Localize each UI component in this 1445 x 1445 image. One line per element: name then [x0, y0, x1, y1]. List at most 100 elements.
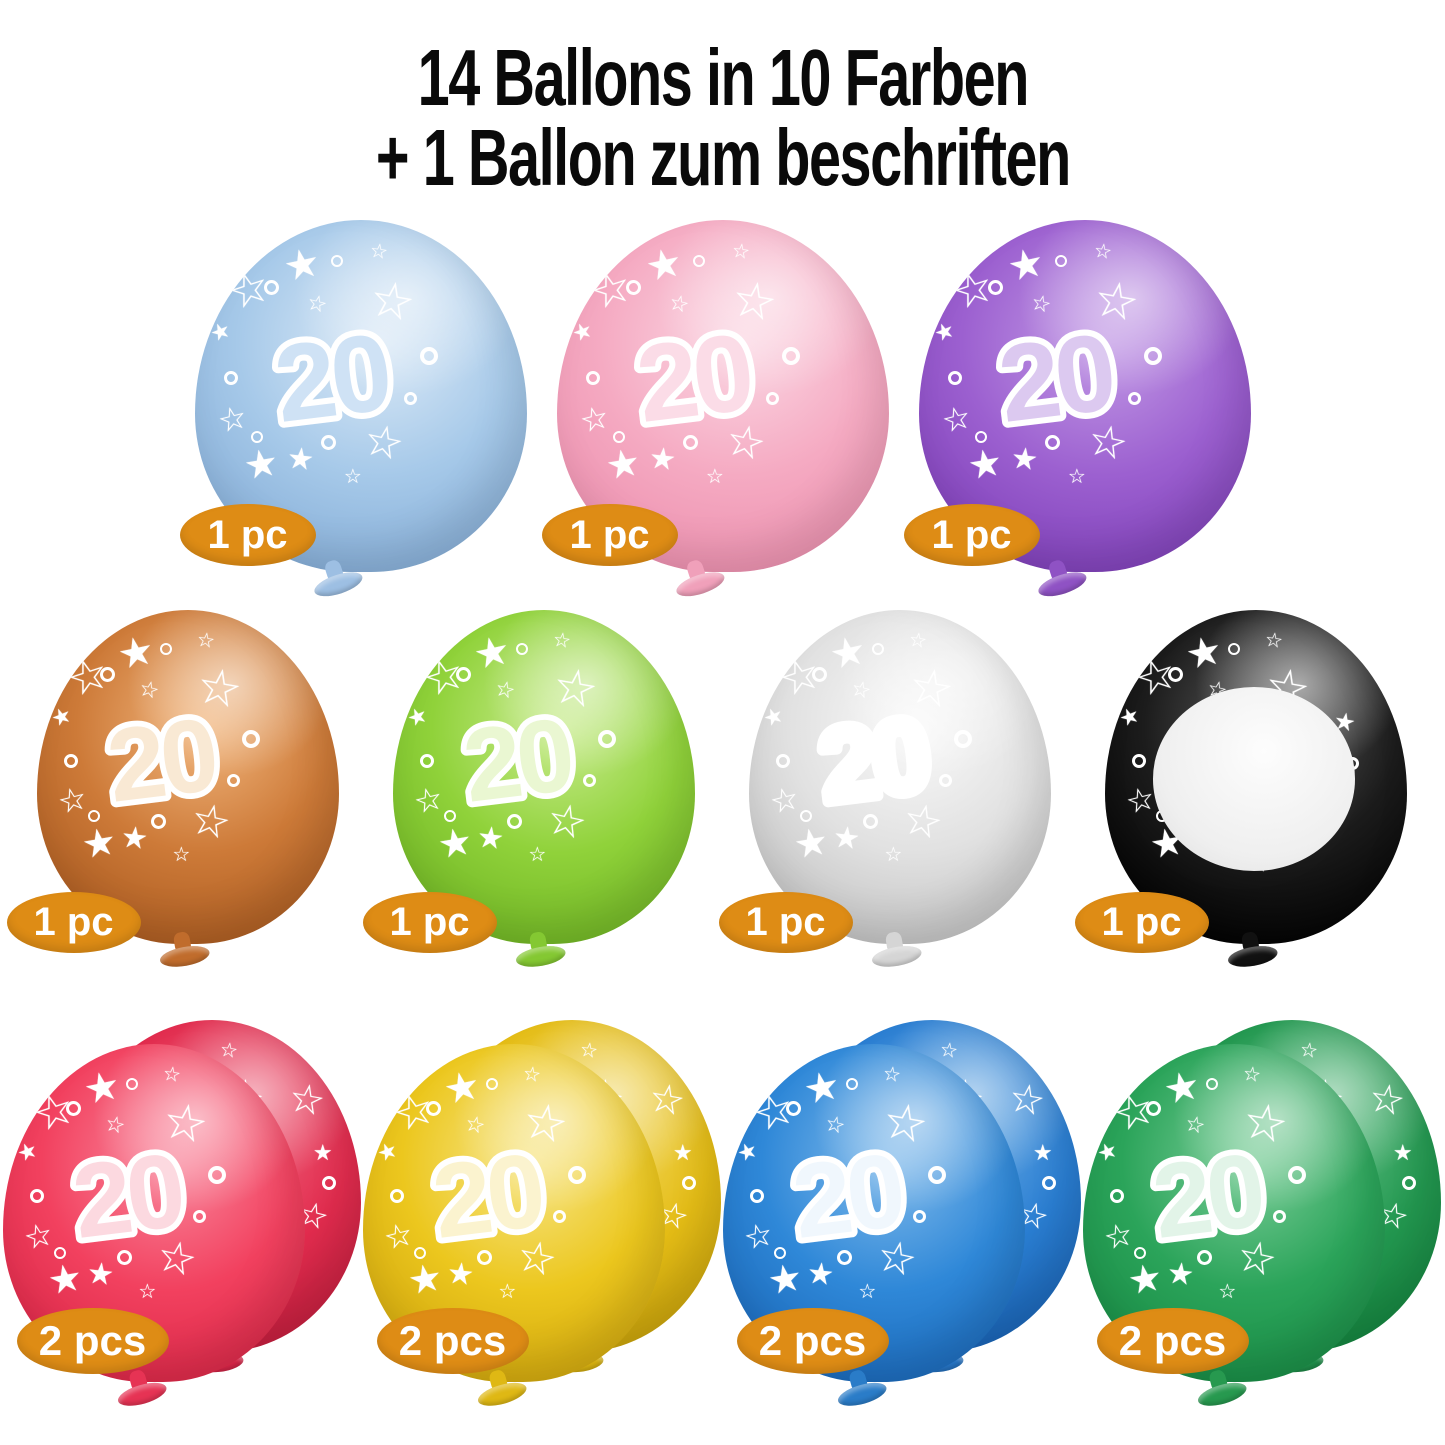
- balloon-decor: ☆ ★ ☆ ☆ ☆ ★ ☆ ☆ ★ ★ ☆: [195, 220, 527, 572]
- ring-icon: [65, 1101, 81, 1117]
- ring-icon: [626, 279, 642, 295]
- balloon-decor: ☆ ★ ☆ ☆ ☆ ★ ☆ ☆ ★ ★ ☆: [557, 220, 889, 572]
- ring-icon: [1145, 1101, 1161, 1117]
- quantity-badge: 1 pc: [6, 892, 141, 953]
- balloon-light-blue-card: ☆ ★ ☆ ☆ ☆ ★ ☆ ☆ ★ ★ ☆ 20 1 pc: [179, 220, 542, 612]
- star-icon: ☆: [462, 1110, 488, 1140]
- star-icon: ★: [434, 818, 476, 868]
- balloon-decor: ☆ ★ ☆ ☆ ☆ ★ ☆ ☆ ★ ★ ☆: [3, 1044, 305, 1382]
- star-icon: ☆: [1182, 1110, 1208, 1140]
- number-text: 20: [813, 696, 933, 824]
- star-icon: ☆: [1092, 237, 1114, 265]
- star-icon: ☆: [194, 626, 217, 654]
- star-icon: ☆: [304, 289, 330, 319]
- balloon-decor: ☆ ★ ☆ ☆ ☆ ★ ☆ ☆ ★ ★ ☆: [749, 610, 1051, 944]
- star-icon: ★: [647, 440, 679, 479]
- ring-icon: [749, 1189, 764, 1204]
- star-icon: ☆: [822, 1110, 848, 1140]
- star-icon: ★: [1165, 1256, 1196, 1294]
- ring-icon: [419, 753, 434, 768]
- star-icon: ★: [78, 818, 120, 868]
- ring-icon: [1054, 255, 1067, 268]
- star-icon: ★: [475, 819, 506, 858]
- ring-icon: [151, 813, 167, 829]
- ring-icon: [863, 813, 879, 829]
- ring-icon: [477, 1250, 493, 1266]
- ring-icon: [507, 813, 523, 829]
- ring-icon: [1287, 1165, 1306, 1184]
- ring-icon: [681, 1176, 696, 1191]
- ring-icon: [126, 1077, 139, 1090]
- ring-icon: [321, 1176, 336, 1191]
- ring-icon: [1228, 643, 1241, 656]
- star-icon: ★: [85, 1256, 116, 1294]
- star-icon: ★: [1115, 702, 1144, 733]
- ring-icon: [1206, 1077, 1219, 1090]
- number-label: 20: [27, 1126, 226, 1267]
- number-text: 20: [1146, 1132, 1267, 1261]
- star-icon: ★: [1032, 1140, 1053, 1166]
- star-icon: ☆: [705, 464, 724, 489]
- ring-icon: [226, 773, 240, 787]
- balloon-pink-card: ☆ ★ ☆ ☆ ☆ ★ ☆ ☆ ★ ★ ☆ 20 1 pc: [541, 220, 904, 612]
- star-icon: ★: [44, 1254, 86, 1304]
- number-text: 20: [630, 311, 757, 446]
- ring-icon: [597, 730, 616, 749]
- ring-icon: [1144, 346, 1163, 365]
- ring-icon: [552, 1209, 566, 1223]
- number-label: 20: [747, 1126, 946, 1267]
- number-text: 20: [66, 1132, 187, 1261]
- quantity-badge: 1 pc: [718, 892, 853, 953]
- star-icon: ☆: [498, 1278, 517, 1303]
- number-label: 20: [584, 305, 802, 452]
- balloon-pair-green-card: ☆★☆☆☆★☆☆★★☆☆☆★☆20☆★☆☆☆★☆☆★★☆202 pcs: [1082, 1020, 1443, 1445]
- star-icon: ★: [799, 1061, 845, 1114]
- balloon-decor: ☆ ★ ☆ ☆ ☆ ★ ☆ ☆ ★ ★ ☆: [393, 610, 695, 944]
- balloon-copper-orange-card: ☆ ★ ☆ ☆ ☆ ★ ☆ ☆ ★ ★ ☆ 20 1 pc: [6, 610, 367, 1014]
- balloon-body: ☆ ★ ☆ ☆ ☆ ★ ☆ ☆ ★ ★ ☆ 20: [392, 610, 695, 944]
- star-icon: ★: [672, 1140, 693, 1166]
- star-icon: ★: [312, 1140, 333, 1166]
- star-icon: ☆: [102, 1110, 128, 1140]
- ring-icon: [586, 371, 601, 386]
- ring-icon: [63, 753, 78, 768]
- ring-icon: [682, 434, 698, 450]
- balloon-purple-card: ☆ ★ ☆ ☆ ☆ ★ ☆ ☆ ★ ★ ☆ 20 1 pc: [903, 220, 1266, 612]
- star-icon: ☆: [1262, 626, 1285, 654]
- star-icon: ☆: [1028, 289, 1054, 319]
- ring-icon: [582, 773, 596, 787]
- balloon-decor: ☆ ★ ☆ ☆ ☆ ★ ☆ ☆ ★ ★ ☆: [37, 610, 339, 944]
- star-icon: ☆: [172, 841, 191, 866]
- balloon-lime-green: ☆ ★ ☆ ☆ ☆ ★ ☆ ☆ ★ ★ ☆ 20: [392, 610, 695, 971]
- star-icon: ★: [764, 1254, 806, 1304]
- ring-icon: [1109, 1189, 1124, 1204]
- star-icon: ★: [964, 439, 1006, 489]
- ring-icon: [1401, 1176, 1416, 1191]
- star-icon: ★: [831, 819, 862, 858]
- star-icon: ☆: [1067, 464, 1086, 489]
- star-icon: ☆: [666, 289, 692, 319]
- quantity-badge: 2 pcs: [736, 1308, 889, 1374]
- star-icon: ☆: [858, 1278, 877, 1303]
- ring-icon: [443, 810, 456, 823]
- quantity-badge: 2 pcs: [1096, 1308, 1249, 1374]
- ring-icon: [948, 371, 963, 386]
- number-label: 20: [946, 305, 1164, 452]
- balloon-knot: [1219, 925, 1286, 979]
- ring-icon: [403, 392, 417, 406]
- star-icon: ★: [602, 439, 644, 489]
- star-icon: ☆: [138, 1278, 157, 1303]
- balloon-body: ☆ ★ ☆ ☆ ☆ ★ ☆ ☆ ★ ★ ☆ 20: [556, 220, 889, 572]
- ring-icon: [612, 431, 625, 444]
- number-text: 20: [268, 311, 395, 446]
- ring-icon: [872, 643, 885, 656]
- quantity-badge: 1 pc: [903, 504, 1040, 566]
- star-icon: ★: [1009, 440, 1041, 479]
- ring-icon: [320, 434, 336, 450]
- ring-icon: [846, 1077, 859, 1090]
- ring-icon: [516, 643, 529, 656]
- ring-icon: [389, 1189, 404, 1204]
- star-icon: ☆: [880, 1061, 903, 1088]
- star-icon: ★: [404, 1254, 446, 1304]
- ring-icon: [1133, 1246, 1146, 1259]
